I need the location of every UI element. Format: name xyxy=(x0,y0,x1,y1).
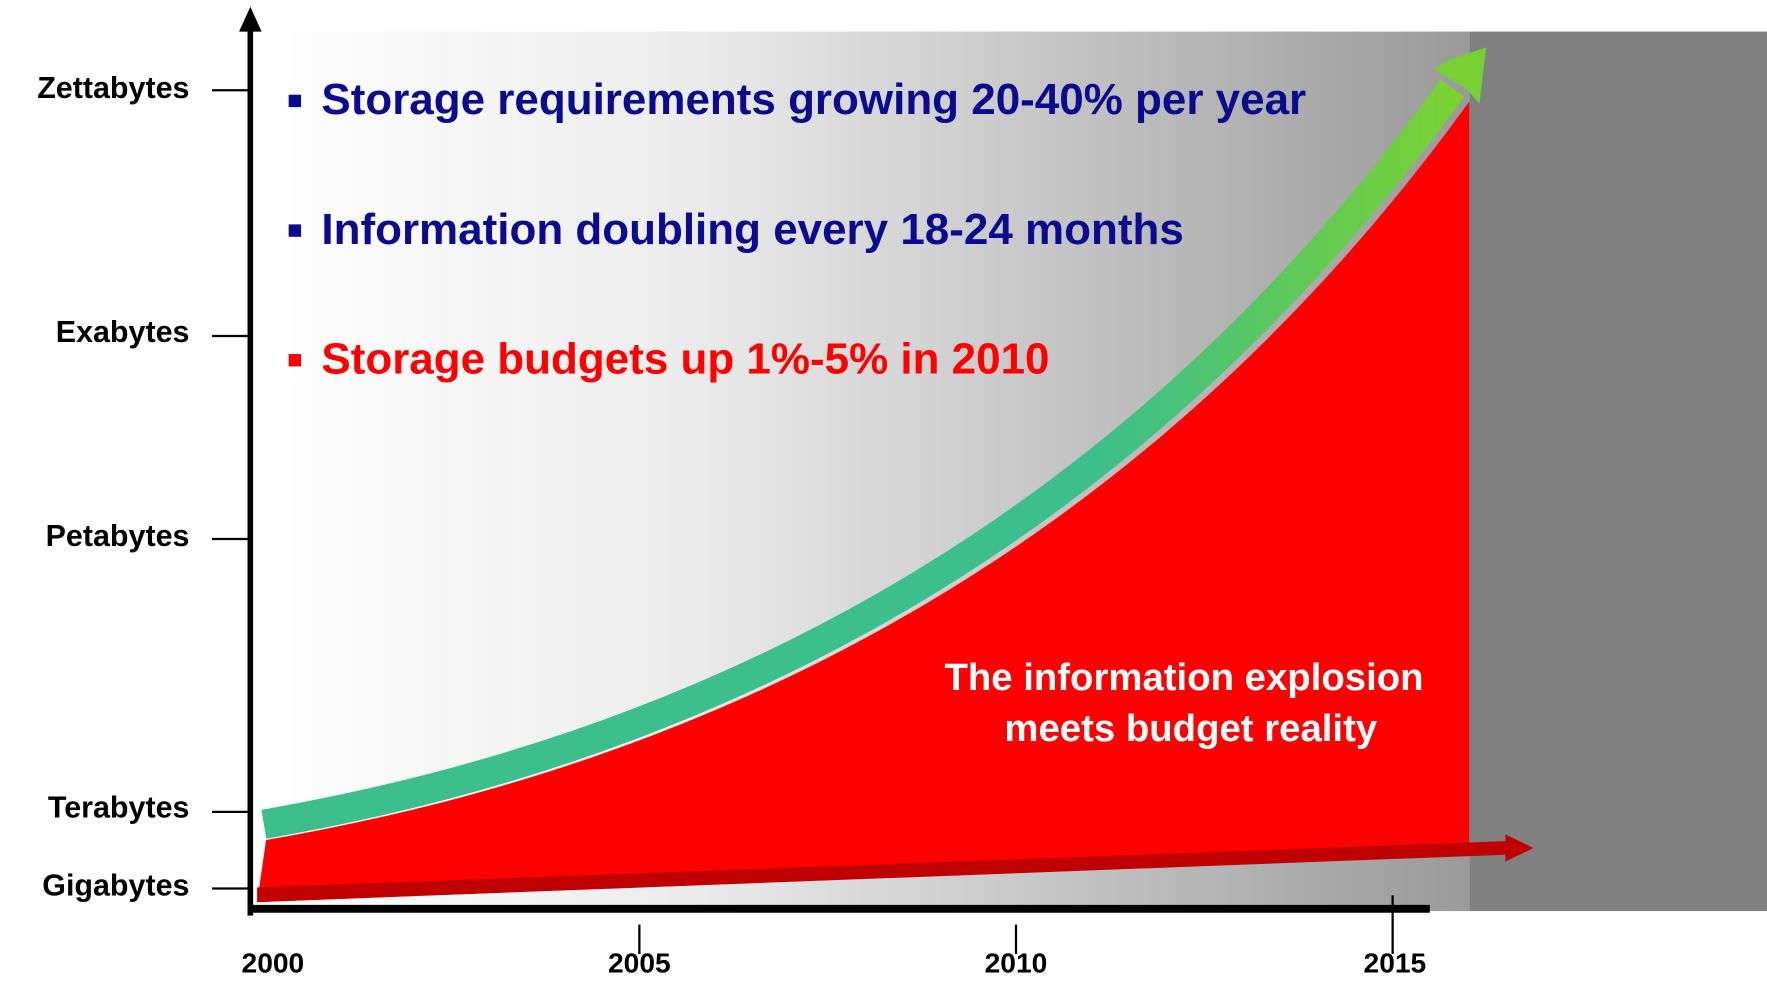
x-label: 2010 xyxy=(985,947,1048,979)
y-label: Petabytes xyxy=(46,519,190,553)
x-label: 2015 xyxy=(1364,947,1427,979)
background-dark xyxy=(1469,31,1767,912)
note-text: The information explosion xyxy=(944,656,1423,699)
y-label: Terabytes xyxy=(48,791,190,825)
y-label: Zettabytes xyxy=(37,71,189,105)
budget-arrow xyxy=(257,834,1534,903)
bullet-text: Storage requirements growing 20-40% per … xyxy=(321,75,1306,124)
bullet-marker xyxy=(288,94,302,108)
bullet-text: Information doubling every 18-24 months xyxy=(321,205,1183,254)
growth-arrowhead xyxy=(1434,47,1487,104)
ticks xyxy=(211,89,1394,954)
note-text: meets budget reality xyxy=(1004,707,1377,750)
bullet-marker xyxy=(288,354,302,367)
y-label: Gigabytes xyxy=(42,868,189,902)
x-label: 2000 xyxy=(242,947,305,979)
information-area xyxy=(257,101,1470,903)
bullet-text: Storage budgets up 1%-5% in 2010 xyxy=(321,335,1049,384)
bullet-marker xyxy=(288,224,302,237)
x-label: 2005 xyxy=(608,947,671,979)
y-axis-arrow xyxy=(239,6,262,32)
growth-curve xyxy=(261,79,1465,839)
y-label: Exabytes xyxy=(56,315,190,349)
